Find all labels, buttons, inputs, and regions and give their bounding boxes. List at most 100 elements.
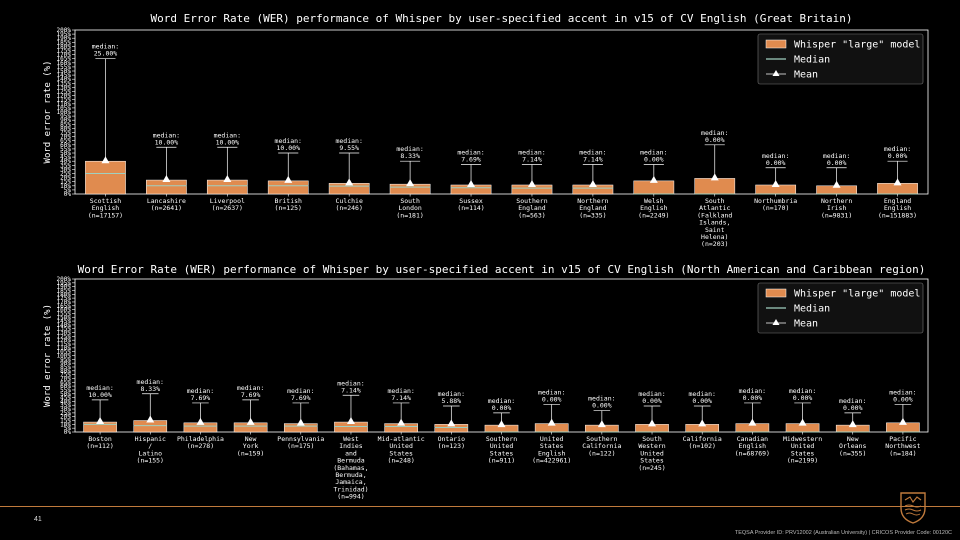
- median-annotation-value: 7.14%: [583, 155, 603, 163]
- x-tick-label: (n=68769): [735, 449, 770, 457]
- x-tick-label: Irish: [827, 204, 847, 212]
- median-annotation-value: 5.88%: [442, 397, 462, 405]
- x-tick-label: (n=112): [86, 442, 113, 450]
- median-annotation-label: median:: [689, 390, 716, 398]
- x-tick-label: States: [540, 442, 564, 450]
- x-tick-label: (n=203): [701, 240, 728, 248]
- median-annotation-label: median:: [839, 397, 866, 405]
- legend: Whisper "large" model Median Mean: [757, 282, 924, 334]
- y-tick-label: 10%: [60, 183, 71, 190]
- x-tick-label: Pennsylvania: [277, 435, 324, 443]
- x-tick-label: Mid-atlantic: [378, 435, 425, 443]
- median-annotation-value: 0.00%: [893, 395, 913, 403]
- y-tick-label: 55%: [60, 146, 71, 153]
- mean-marker: [397, 418, 406, 426]
- median-annotation-value: 7.69%: [241, 391, 261, 399]
- x-tick-label: Saint: [705, 226, 725, 234]
- legend-swatch-mean-marker: [772, 319, 780, 325]
- x-tick-label: /: [148, 442, 152, 450]
- mean-marker: [447, 419, 456, 427]
- x-tick-label: Islands,: [699, 219, 730, 227]
- mean-marker: [246, 417, 255, 425]
- median-annotation-label: median:: [640, 148, 667, 156]
- median-annotation-value: 0.00%: [692, 397, 712, 405]
- y-tick-label: 10%: [60, 421, 71, 428]
- y-tick-label: 50%: [60, 150, 71, 157]
- x-tick-label: South: [400, 197, 420, 205]
- mean-marker: [196, 417, 205, 425]
- x-tick-label: Northern: [577, 197, 608, 205]
- y-tick-label: 60%: [60, 383, 71, 390]
- median-annotation-label: median:: [438, 390, 465, 398]
- x-tick-label: Ontario: [438, 435, 465, 443]
- median-annotation-value: 0.00%: [827, 159, 847, 167]
- x-tick-label: (n=994): [337, 493, 364, 501]
- x-tick-label: Bermuda,: [335, 471, 366, 479]
- median-annotation-label: median:: [187, 387, 214, 395]
- median-annotation-value: 10.00%: [216, 138, 240, 146]
- median-annotation-label: median:: [214, 131, 241, 139]
- median-annotation-value: 25.00%: [94, 50, 118, 58]
- chart-1: Word Error Rate (WER) performance of Whi…: [43, 12, 929, 248]
- mean-marker: [146, 415, 155, 423]
- y-tick-label: 40%: [60, 398, 71, 405]
- x-tick-label: South: [642, 435, 662, 443]
- median-annotation-value: 7.69%: [291, 394, 311, 402]
- y-tick-label: 45%: [60, 154, 71, 161]
- x-tick-label: (n=175): [287, 442, 314, 450]
- x-tick-label: Southern: [486, 435, 517, 443]
- y-tick-label: 65%: [60, 138, 71, 145]
- y-tick-label: 25%: [60, 410, 71, 417]
- x-tick-label: (n=123): [438, 442, 465, 450]
- x-tick-label: (n=2641): [151, 204, 182, 212]
- bar-group: median:7.69% Sussex(n=114): [450, 148, 492, 212]
- y-tick-label: 80%: [60, 368, 71, 375]
- y-tick-label: 125%: [57, 333, 72, 340]
- mean-marker: [748, 418, 757, 426]
- x-tick-label: (n=184): [889, 449, 916, 457]
- mean-marker: [597, 420, 606, 428]
- mean-marker: [346, 417, 355, 425]
- y-tick-label: 75%: [60, 130, 71, 137]
- median-annotation-value: 7.14%: [522, 155, 542, 163]
- x-tick-label: English: [538, 449, 565, 457]
- x-tick-label: California: [582, 442, 621, 450]
- legend-swatch-mean-marker: [772, 70, 780, 76]
- legend-box: [757, 282, 924, 334]
- bar-group: median:0.00% California(n=102): [683, 390, 722, 450]
- mean-marker: [588, 179, 597, 187]
- legend-label: Median: [794, 55, 830, 66]
- chart-title: Word Error Rate (WER) performance of Whi…: [151, 12, 853, 25]
- median-annotation-label: median:: [335, 137, 362, 145]
- x-tick-label: (n=335): [579, 211, 606, 219]
- y-tick-label: 95%: [60, 356, 71, 363]
- y-tick-label: 185%: [57, 287, 72, 294]
- bar: [694, 178, 736, 195]
- mean-marker: [649, 175, 658, 183]
- x-tick-label: Northumbria: [754, 197, 797, 205]
- x-tick-label: (n=181): [396, 211, 423, 219]
- y-tick-label: 120%: [57, 93, 72, 100]
- bar-group: median:0.00% SouthAtlantic(FalklandIsland…: [694, 129, 736, 248]
- y-tick-label: 170%: [57, 52, 72, 59]
- x-tick-label: Northwest: [885, 442, 920, 450]
- x-tick-label: Helena): [701, 233, 728, 241]
- bar-group: median:10.00% British(n=125): [267, 137, 309, 212]
- y-tick-label: 110%: [57, 101, 72, 108]
- median-annotation-label: median:: [457, 148, 484, 156]
- x-tick-label: English: [92, 204, 119, 212]
- median-annotation-label: median:: [579, 148, 606, 156]
- x-tick-label: (n=151883): [878, 211, 917, 219]
- x-tick-label: Midwestern: [783, 435, 822, 443]
- x-tick-label: Northern: [821, 197, 852, 205]
- y-tick-label: 140%: [57, 322, 72, 329]
- y-tick-label: 25%: [60, 171, 71, 178]
- median-annotation-value: 0.00%: [743, 394, 763, 402]
- median-annotation-value: 0.00%: [705, 136, 725, 144]
- mean-marker: [406, 179, 415, 187]
- y-tick-label: 45%: [60, 395, 71, 402]
